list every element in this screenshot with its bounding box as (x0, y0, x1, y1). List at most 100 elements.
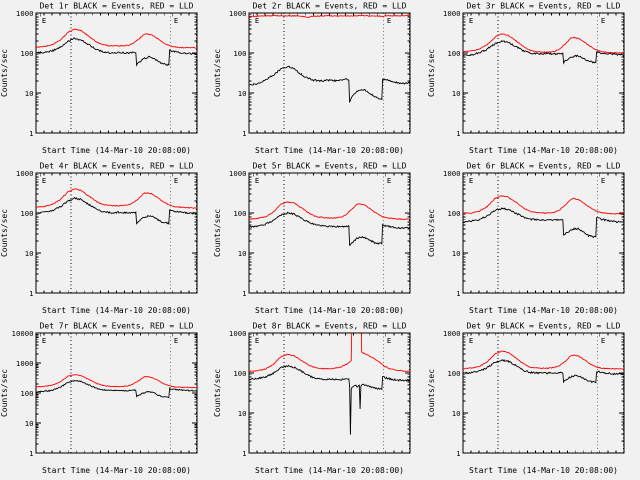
y-tick-label: 1 (242, 449, 246, 458)
y-tick-label: 100 (20, 389, 33, 398)
plot-panel-det-9r: 1 10 100 1000 E E Det 9r BLACK = Events, RED =… (427, 320, 640, 480)
plot-panel-det-8r: 1 10 100 1000 E E Det 8r BLACK = Events, RED =… (213, 320, 426, 480)
y-axis-label: Counts/sec (427, 49, 436, 97)
y-axis-label: Counts/sec (213, 369, 222, 417)
plot-panel-det-7r: 1 10 100 1000 10000 E E Det 7r BLACK = Events, … (0, 320, 213, 480)
y-tick-label: 1000 (443, 169, 461, 178)
y-tick-label: 1000 (443, 329, 461, 338)
lld-curve (35, 188, 197, 209)
x-axis-label: Start Time (14-Mar-10 20:08:00) (469, 306, 618, 315)
plot-panel-det-3r: 1 10 100 1000 E E Det 3r BLACK = Events, RED =… (427, 0, 640, 160)
lld-curve (249, 201, 411, 221)
y-tick-label: 1000 (229, 9, 247, 18)
eclipse-marker-label: E (174, 176, 178, 185)
plot-title: Det 7r BLACK = Events, RED = LLD (40, 321, 194, 330)
plot-frame (462, 172, 625, 294)
y-axis-label: Counts/sec (427, 369, 436, 417)
eclipse-marker-label: E (174, 336, 178, 345)
plot-title: Det 9r BLACK = Events, RED = LLD (466, 321, 620, 330)
y-tick-label: 1000 (229, 329, 247, 338)
plot-svg: 1 10 100 1000 E E Det 5r BLACK = Events, RED =… (213, 161, 411, 315)
y-tick-label: 10 (238, 409, 247, 418)
plot-frame (35, 172, 198, 294)
y-tick-label: 100 (234, 369, 247, 378)
y-tick-label: 1 (242, 129, 246, 138)
y-tick-label: 100 (447, 209, 460, 218)
plot-panel-det-1r: 1 10 100 1000 E E Det 1r BLACK = Events, RED =… (0, 0, 213, 160)
y-tick-label: 1 (242, 289, 246, 298)
plot-svg: 1 10 100 1000 E E Det 6r BLACK = Events, RED =… (427, 161, 625, 315)
eclipse-marker-label: E (468, 336, 472, 345)
events-curve (35, 196, 197, 226)
y-axis-label: Counts/sec (213, 209, 222, 257)
plot-title: Det 5r BLACK = Events, RED = LLD (253, 161, 407, 170)
events-curve (462, 207, 624, 239)
eclipse-marker-label: E (468, 16, 472, 25)
y-tick-label: 10 (451, 249, 460, 258)
y-tick-label: 1000 (229, 169, 247, 178)
y-tick-label: 1000 (16, 169, 34, 178)
plot-title: Det 3r BLACK = Events, RED = LLD (466, 1, 620, 10)
y-tick-label: 100 (20, 209, 33, 218)
plot-title: Det 2r BLACK = Events, RED = LLD (253, 1, 407, 10)
plot-panel-det-4r: 1 10 100 1000 E E Det 4r BLACK = Events, RED =… (0, 160, 213, 320)
plot-title: Det 1r BLACK = Events, RED = LLD (40, 1, 194, 10)
lld-curve (462, 33, 624, 54)
plot-svg: 1 10 100 1000 E E Det 9r BLACK = Events, RED =… (427, 321, 625, 475)
eclipse-marker-label: E (255, 16, 259, 25)
plot-frame (462, 12, 625, 134)
plot-title: Det 6r BLACK = Events, RED = LLD (466, 161, 620, 170)
events-curve (249, 211, 411, 247)
plot-svg: 1 10 100 1000 E E Det 8r BLACK = Events, RED =… (213, 321, 411, 475)
y-tick-label: 1000 (16, 359, 34, 368)
plot-title: Det 8r BLACK = Events, RED = LLD (253, 321, 407, 330)
y-tick-label: 1 (29, 289, 33, 298)
plot-svg: 1 10 100 1000 E E Det 2r BLACK = Events, RED =… (213, 1, 411, 155)
eclipse-marker-label: E (174, 16, 178, 25)
x-axis-label: Start Time (14-Mar-10 20:08:00) (255, 466, 404, 475)
events-curve (462, 40, 624, 65)
x-axis-label: Start Time (14-Mar-10 20:08:00) (42, 466, 191, 475)
events-curve (249, 364, 411, 435)
plot-frame (248, 332, 411, 454)
x-axis-label: Start Time (14-Mar-10 20:08:00) (469, 466, 618, 475)
plot-frame (35, 12, 198, 134)
eclipse-marker-label: E (387, 336, 391, 345)
x-axis-label: Start Time (14-Mar-10 20:08:00) (255, 306, 404, 315)
eclipse-marker-label: E (255, 176, 259, 185)
eclipse-marker-label: E (468, 176, 472, 185)
y-tick-label: 10 (25, 89, 34, 98)
y-tick-label: 10 (238, 89, 247, 98)
plot-svg: 1 10 100 1000 E E Det 4r BLACK = Events, RED =… (0, 161, 198, 315)
x-axis-label: Start Time (14-Mar-10 20:08:00) (469, 146, 618, 155)
y-tick-label: 1 (29, 449, 33, 458)
x-axis-label: Start Time (14-Mar-10 20:08:00) (42, 306, 191, 315)
y-axis-label: Counts/sec (0, 49, 9, 97)
events-curve (35, 379, 197, 399)
x-axis-label: Start Time (14-Mar-10 20:08:00) (255, 146, 404, 155)
plot-svg: 1 10 100 1000 E E Det 3r BLACK = Events, RED =… (427, 1, 625, 155)
eclipse-marker-label: E (42, 176, 46, 185)
plot-frame (248, 12, 411, 134)
events-curve (249, 65, 411, 103)
x-axis-label: Start Time (14-Mar-10 20:08:00) (42, 146, 191, 155)
y-tick-label: 10000 (12, 329, 34, 338)
eclipse-marker-label: E (42, 16, 46, 25)
plot-title: Det 4r BLACK = Events, RED = LLD (40, 161, 194, 170)
y-tick-label: 100 (447, 369, 460, 378)
y-tick-label: 100 (234, 209, 247, 218)
y-tick-label: 1 (456, 449, 460, 458)
eclipse-marker-label: E (601, 336, 605, 345)
plot-frame (248, 172, 411, 294)
y-axis-label: Counts/sec (0, 209, 9, 257)
plot-frame (35, 332, 198, 454)
eclipse-marker-label: E (601, 176, 605, 185)
y-tick-label: 1 (29, 129, 33, 138)
y-axis-label: Counts/sec (213, 49, 222, 97)
plot-panel-det-2r: 1 10 100 1000 E E Det 2r BLACK = Events, RED =… (213, 0, 426, 160)
eclipse-marker-label: E (387, 16, 391, 25)
lld-curve (249, 333, 411, 373)
y-tick-label: 10 (451, 409, 460, 418)
lld-curve (249, 14, 411, 18)
events-curve (35, 37, 197, 67)
